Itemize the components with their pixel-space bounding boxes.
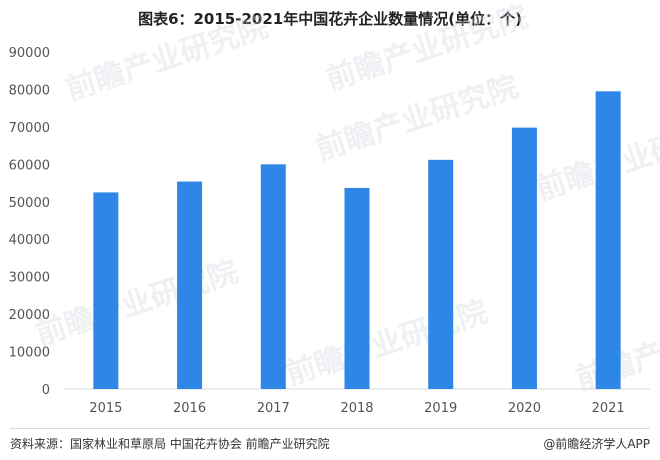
y-tick-label: 90000 [9, 46, 50, 61]
y-tick-label: 20000 [9, 308, 50, 323]
y-tick-label: 60000 [9, 158, 50, 173]
x-tick-label: 2015 [89, 401, 122, 416]
bar-2019 [428, 159, 454, 389]
x-tick-label: 2021 [592, 401, 625, 416]
watermark-text: 前瞻产业研究院 [62, 9, 273, 107]
x-tick-label: 2017 [257, 401, 290, 416]
watermark-text: 前瞻产业研究院 [32, 254, 243, 352]
source-note: 资料来源：国家林业和草原局 中国花卉协会 前瞻产业研究院 [10, 437, 330, 451]
y-axis: 0 10000 20000 30000 40000 50000 60000 70000 8000… [9, 46, 50, 398]
bar-2016 [177, 181, 203, 389]
y-tick-label: 50000 [9, 196, 50, 211]
bar-2020 [511, 127, 537, 389]
watermark-text: 前瞻产业研究院 [282, 294, 493, 392]
bar-chart: 前瞻产业研究院前瞻产业研究院前瞻产业研究院前瞻产业研究院前瞻产业研究院前瞻产业研… [9, 0, 660, 416]
y-tick-label: 40000 [9, 233, 50, 248]
x-tick-label: 2019 [424, 401, 457, 416]
y-tick-label: 70000 [9, 121, 50, 136]
x-tick-label: 2016 [173, 401, 206, 416]
brand-credit: @前瞻经济学人APP [543, 437, 650, 451]
bar-2021 [595, 91, 621, 390]
bar-2015 [93, 192, 119, 389]
y-tick-label: 30000 [9, 271, 50, 286]
y-tick-label: 10000 [9, 346, 50, 361]
x-axis: 2015 2016 2017 2018 2019 2020 2021 [89, 401, 624, 416]
bar-series [93, 91, 621, 390]
y-tick-label: 80000 [9, 83, 50, 98]
x-tick-label: 2018 [340, 401, 373, 416]
y-tick-label: 0 [42, 383, 50, 398]
chart-title: 图表6：2015-2021年中国花卉企业数量情况(单位：个) [138, 10, 522, 28]
x-tick-label: 2020 [508, 401, 541, 416]
footer: 资料来源：国家林业和草原局 中国花卉协会 前瞻产业研究院 @前瞻经济学人APP [10, 428, 650, 451]
bar-2017 [260, 164, 286, 389]
bar-2018 [344, 187, 370, 389]
